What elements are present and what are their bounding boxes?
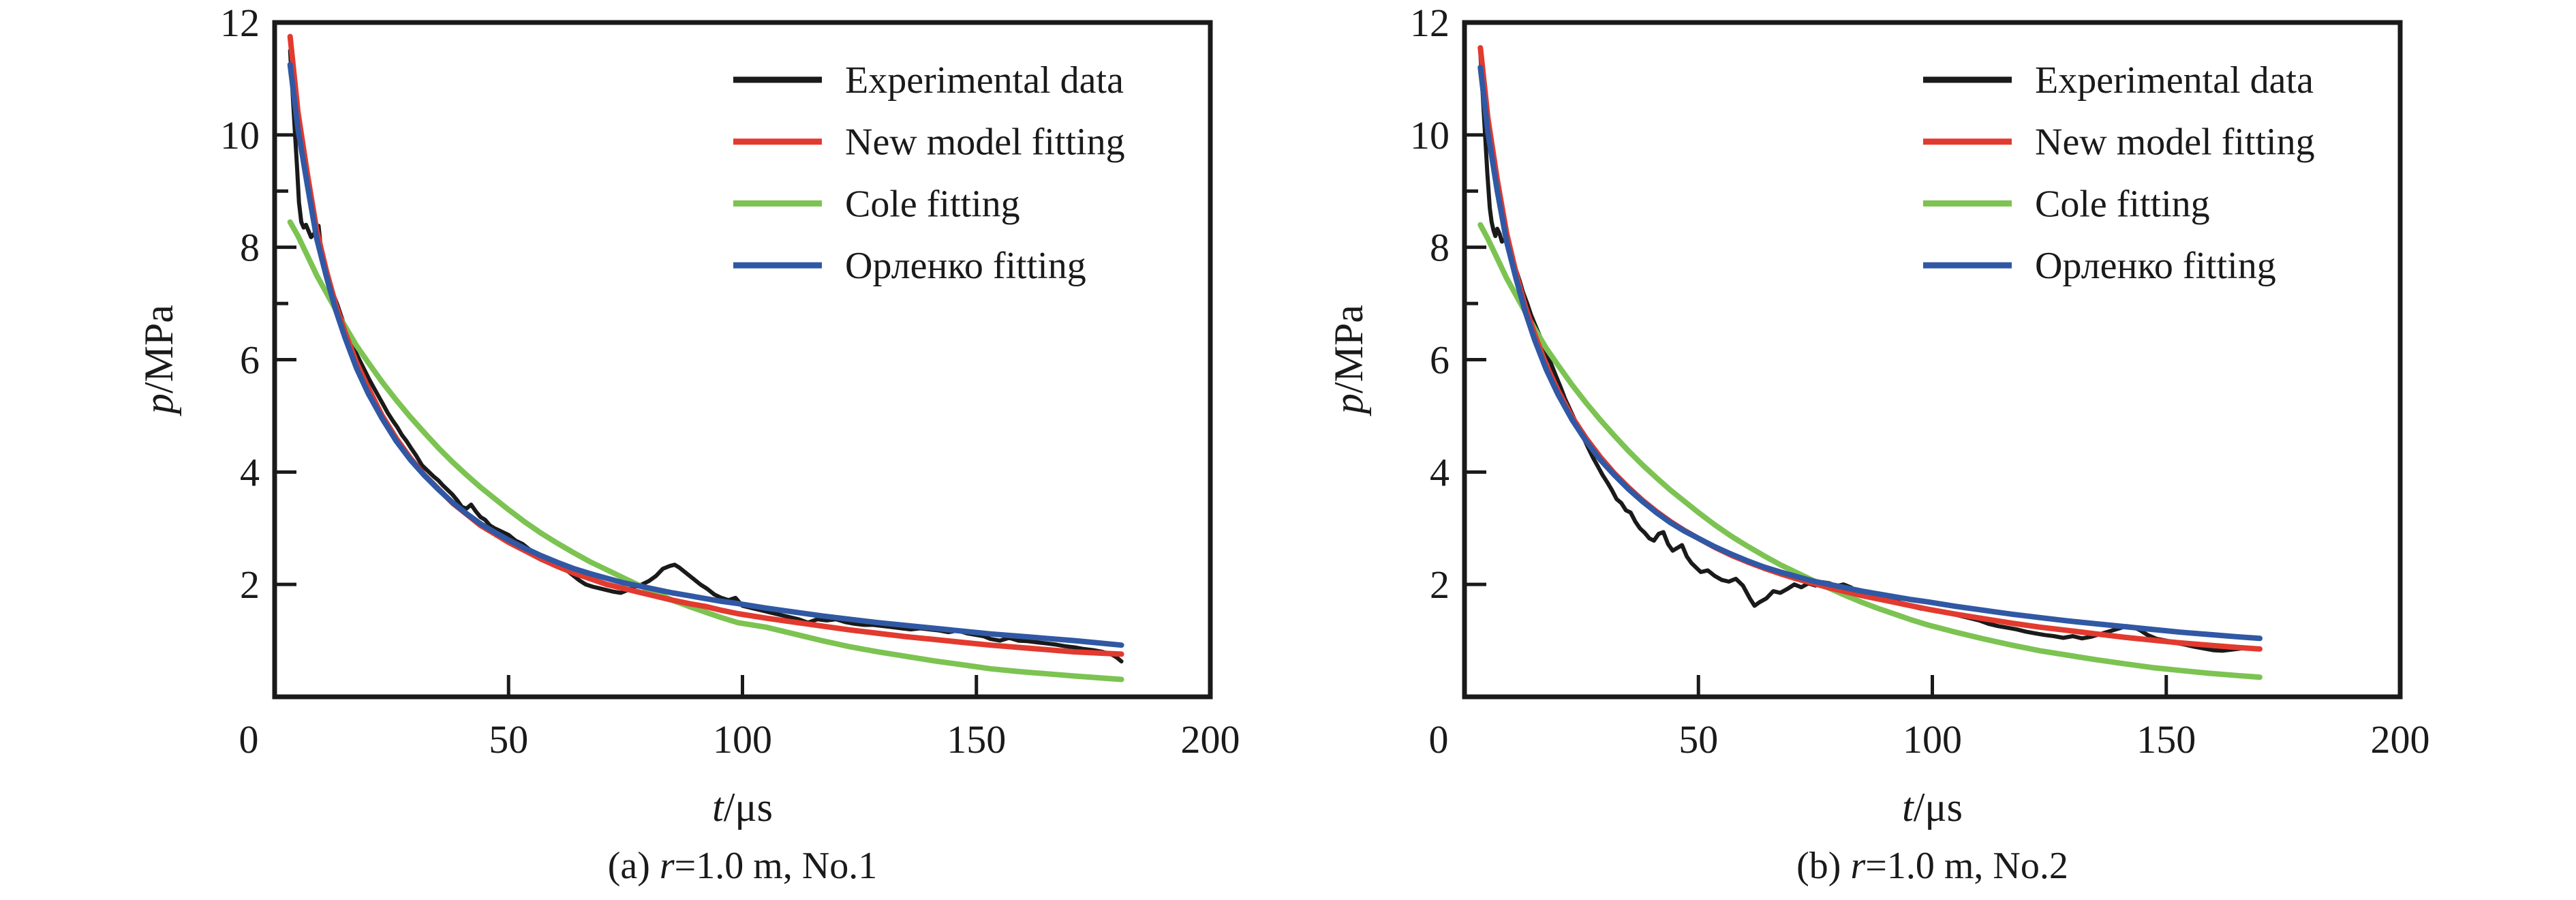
y-tick-label: 12 [1410, 1, 1450, 45]
x-tick-label: 0 [239, 717, 259, 762]
x-tick-label: 50 [489, 717, 528, 762]
y-tick-label: 6 [1430, 338, 1450, 382]
legend-item: New model fitting [733, 121, 1125, 164]
y-tick-label: 4 [1430, 450, 1450, 494]
y-tick-label: 12 [220, 1, 260, 45]
x-tick-label: 100 [713, 717, 772, 762]
series-orlenko-fitting [1477, 64, 2263, 642]
chart-b: 0 50 100 150 200 2 4 6 8 10 12 Experimental data New… [1326, 1, 2430, 887]
y-axis-label: p/MPa [136, 305, 181, 417]
series-orlenko-fitting [287, 61, 1124, 648]
x-tick-label: 150 [2136, 717, 2196, 762]
y-tick-label: 4 [240, 450, 260, 494]
legend-item: New model fitting [1923, 121, 2315, 164]
y-tick-label: 2 [1430, 562, 1450, 607]
x-axis-label: t/μs [712, 785, 773, 830]
legend-item: Cole fitting [733, 183, 1020, 225]
x-tick-label: 150 [947, 717, 1006, 762]
legend: Experimental data New model fitting Cole f… [733, 59, 1125, 287]
y-axis-label: p/MPa [1326, 305, 1371, 417]
x-tick-label: 200 [2371, 717, 2430, 762]
y-tick-label: 6 [240, 338, 260, 382]
caption: (a) r=1.0 m, No.1 [608, 845, 878, 887]
legend-label: Орленко fitting [2035, 245, 2276, 287]
legend-item: Cole fitting [1923, 183, 2210, 225]
legend-label: Cole fitting [2035, 183, 2210, 225]
legend-label: New model fitting [845, 121, 1125, 164]
legend-item: Experimental data [733, 59, 1124, 102]
legend-item: Орленко fitting [733, 245, 1086, 287]
legend: Experimental data New model fitting Cole f… [1923, 59, 2315, 287]
y-tick-label: 10 [1410, 113, 1450, 158]
legend-label: Experimental data [845, 59, 1124, 102]
legend-label: New model fitting [2035, 121, 2315, 164]
legend-item: Орленко fitting [1923, 245, 2276, 287]
y-tick-label: 10 [220, 113, 260, 158]
x-tick-label: 200 [1181, 717, 1240, 762]
x-axis-label: t/μs [1902, 785, 1963, 830]
series-cole-fitting [287, 219, 1124, 682]
legend-label: Experimental data [2035, 59, 2314, 102]
x-tick-label: 0 [1429, 717, 1449, 762]
chart-a: 0 50 100 150 200 2 4 6 8 10 12 Experimental data New… [136, 1, 1240, 887]
y-tick-label: 2 [240, 562, 260, 607]
x-tick-label: 50 [1678, 717, 1718, 762]
y-tick-label: 8 [240, 226, 260, 270]
y-tick-label: 8 [1430, 226, 1450, 270]
caption: (b) r=1.0 m, No.2 [1796, 845, 2068, 887]
series-cole-fitting [1477, 222, 2263, 680]
x-tick-label: 100 [1903, 717, 1962, 762]
legend-label: Орленко fitting [845, 245, 1086, 287]
legend-label: Cole fitting [845, 183, 1020, 225]
legend-item: Experimental data [1923, 59, 2314, 102]
